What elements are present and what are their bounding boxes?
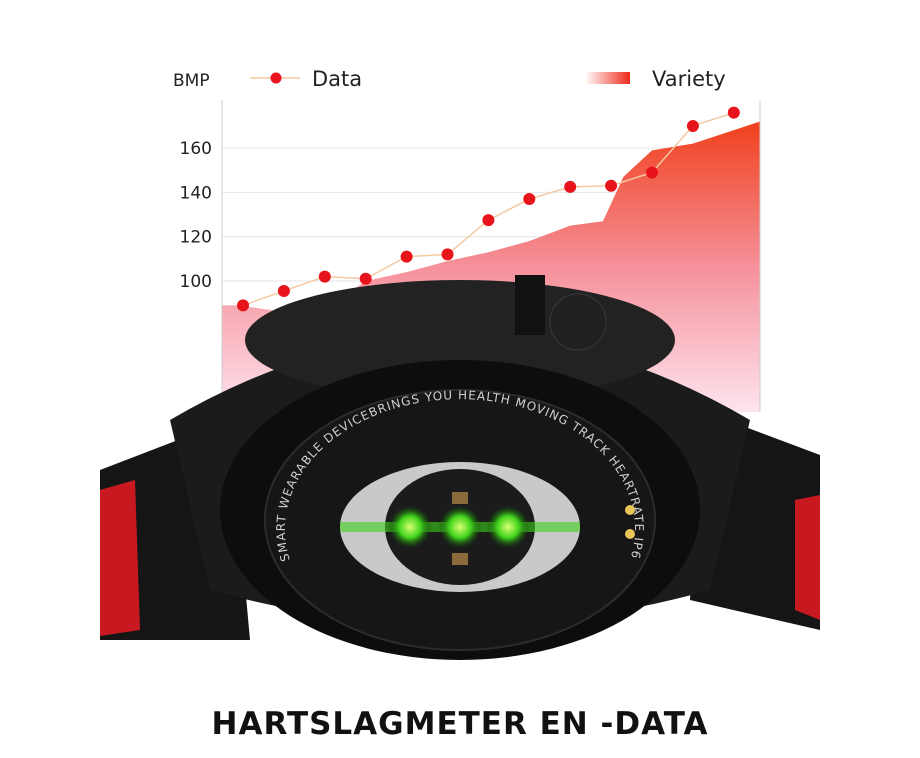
left-strap-accent — [100, 480, 140, 636]
legend-data-marker — [270, 72, 282, 84]
right-strap-accent — [795, 495, 820, 620]
data-point — [400, 250, 413, 263]
data-point — [727, 106, 740, 119]
legend-data-label: Data — [312, 67, 362, 91]
green-led-right — [486, 505, 530, 549]
data-point — [523, 193, 536, 206]
y-tick-label: 100 — [180, 272, 212, 292]
sensor-top — [452, 492, 468, 504]
green-led-center — [438, 505, 482, 549]
data-point — [441, 248, 454, 261]
watch-crown — [549, 293, 607, 351]
data-point — [277, 284, 290, 297]
y-tick-label: 140 — [180, 183, 212, 203]
charging-pin-top — [625, 505, 635, 515]
data-point — [237, 299, 249, 312]
legend-variety-label: Variety — [652, 67, 726, 91]
legend-variety-swatch — [585, 72, 630, 84]
data-point — [605, 179, 618, 192]
data-point — [646, 166, 658, 179]
green-led-left — [388, 505, 432, 549]
data-point — [686, 119, 699, 132]
charging-pin-bottom — [625, 529, 635, 539]
y-tick-label: 160 — [180, 139, 212, 159]
data-point — [318, 270, 331, 283]
watch-button-top — [515, 275, 545, 335]
sensor-bottom — [452, 553, 468, 565]
caption: HARTSLAGMETER EN -DATA — [211, 706, 709, 742]
y-axis-label: BMP — [173, 71, 210, 91]
data-point — [564, 180, 577, 193]
y-tick-label: 120 — [180, 228, 212, 248]
data-point — [482, 214, 495, 227]
data-point — [359, 272, 372, 285]
